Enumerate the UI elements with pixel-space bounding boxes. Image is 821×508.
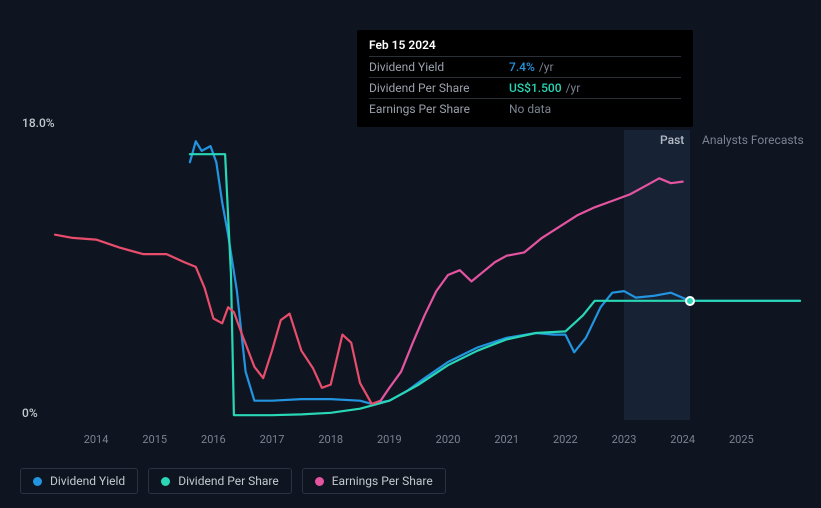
- x-axis-label: 2024: [670, 433, 695, 446]
- x-axis-label: 2020: [436, 433, 461, 446]
- x-axis-label: 2025: [729, 433, 754, 446]
- tooltip-row: Dividend Yield7.4% /yr: [369, 56, 681, 77]
- tooltip-row: Earnings Per ShareNo data: [369, 98, 681, 119]
- tooltip-unit: /yr: [566, 81, 581, 95]
- tooltip-key: Dividend Yield: [369, 60, 509, 74]
- tooltip-key: Dividend Per Share: [369, 81, 509, 95]
- series-earnings_per_share: [55, 235, 381, 404]
- legend-dot: [33, 477, 42, 486]
- x-axis-label: 2015: [142, 433, 167, 446]
- chart-tooltip: Feb 15 2024 Dividend Yield7.4%/yrDividen…: [357, 30, 693, 127]
- current-marker: [685, 296, 695, 306]
- tooltip-value: 7.4%: [509, 60, 535, 74]
- x-axis-label: 2022: [553, 433, 578, 446]
- x-axis-label: 2016: [201, 433, 226, 446]
- x-axis-label: 2021: [494, 433, 519, 446]
- tooltip-date: Feb 15 2024: [369, 38, 681, 52]
- legend-label: Dividend Per Share: [178, 474, 279, 488]
- chart-lines: [55, 130, 800, 420]
- tooltip-key: Earnings Per Share: [369, 102, 509, 116]
- x-axis-label: 2014: [84, 433, 109, 446]
- series-earnings_per_share: [381, 178, 683, 400]
- tooltip-value: No data: [509, 102, 551, 116]
- x-axis-label: 2019: [377, 433, 402, 446]
- chart-legend: Dividend Yield Dividend Per Share Earnings…: [20, 468, 446, 494]
- legend-item-dividend_yield[interactable]: Dividend Yield: [20, 468, 138, 494]
- tooltip-unit: /yr: [539, 60, 554, 74]
- x-axis-label: 2017: [260, 433, 285, 446]
- dividend-chart[interactable]: [20, 110, 810, 430]
- tooltip-value: US$1.500: [509, 81, 562, 95]
- legend-item-dividend_per_share[interactable]: Dividend Per Share: [148, 468, 292, 494]
- legend-dot: [315, 477, 324, 486]
- legend-dot: [161, 477, 170, 486]
- legend-item-earnings_per_share[interactable]: Earnings Per Share: [302, 468, 446, 494]
- x-axis-labels: 2014 2015 2016 2017 2018 2019 2020 2021 2022 2023…: [55, 433, 800, 453]
- tooltip-row: Dividend Per ShareUS$1.500/yr: [369, 77, 681, 98]
- legend-label: Earnings Per Share: [332, 474, 433, 488]
- x-axis-label: 2023: [612, 433, 637, 446]
- series-dividend_yield: [190, 141, 800, 404]
- x-axis-label: 2018: [318, 433, 343, 446]
- legend-label: Dividend Yield: [50, 474, 125, 488]
- series-dividend_per_share: [190, 154, 800, 415]
